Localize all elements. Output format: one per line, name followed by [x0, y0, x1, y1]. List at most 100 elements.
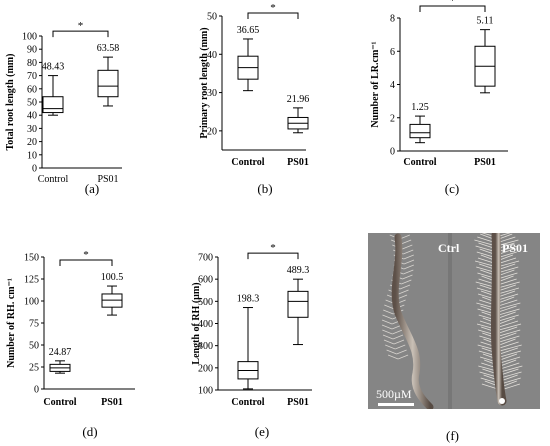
root-hair — [498, 308, 520, 316]
y-tick-label: 40 — [27, 111, 37, 122]
y-tick-label: 100 — [198, 386, 213, 397]
root-hair — [499, 341, 519, 349]
panel-label: (c) — [445, 181, 459, 196]
y-tick-label: 60 — [27, 84, 37, 95]
panel-label: (e) — [255, 424, 269, 439]
panel-label: (b) — [257, 181, 272, 196]
root-hair — [392, 334, 404, 340]
root-hair — [386, 349, 397, 355]
root-hair — [497, 287, 520, 295]
y-axis-label: Number of LR.cm⁻¹ — [370, 41, 381, 127]
box-ps01: 63.58 — [97, 43, 119, 107]
root-hair — [500, 359, 517, 367]
y-tick-label: 8 — [390, 14, 395, 25]
y-tick-label: 100 — [22, 32, 37, 43]
root-hair — [499, 353, 518, 361]
root-hair — [497, 278, 517, 286]
y-tick-label: 75 — [29, 319, 39, 330]
root-hair — [497, 293, 519, 301]
mean-label: 100.5 — [101, 272, 124, 283]
root-hair — [403, 249, 414, 255]
root-hair — [384, 304, 395, 310]
root-hair — [498, 296, 515, 304]
significance-star: * — [270, 2, 276, 14]
root-hair — [402, 274, 413, 280]
mean-label: 1.25 — [411, 102, 429, 113]
root-hair — [387, 354, 399, 360]
root-hair — [382, 314, 393, 320]
significance-star: * — [270, 242, 276, 254]
y-tick-label: 70 — [27, 71, 37, 82]
category-label-ps01: PS01 — [101, 397, 123, 408]
y-tick-label: 20 — [207, 126, 217, 137]
root-hair — [498, 326, 518, 334]
root-hair — [499, 356, 521, 364]
box-ps01: 5.11 — [474, 16, 496, 94]
root-hair — [402, 244, 413, 250]
root-hair — [500, 362, 520, 370]
y-tick-label: 80 — [27, 58, 37, 69]
category-label-control: Control — [403, 157, 436, 168]
category-label-control: Control — [43, 397, 76, 408]
root-hair — [499, 335, 520, 343]
root-hair — [499, 344, 522, 352]
box-plot-5: 100 200 300 400 500 600 700 Length of RH (µm) Co… — [191, 242, 312, 439]
y-tick-label: 90 — [27, 45, 37, 56]
root-hair — [497, 281, 520, 289]
y-axis-label: Primary root length (mm) — [199, 27, 210, 138]
y-tick-label: 50 — [27, 98, 37, 109]
y-tick-label: 25 — [29, 363, 39, 374]
scale-bar — [378, 403, 414, 406]
box-control: 24.87 — [49, 347, 72, 374]
mean-label: 489.3 — [287, 265, 310, 276]
root-hair — [499, 329, 521, 337]
category-label-ps01: PS01 — [287, 397, 309, 408]
root-hair — [383, 309, 394, 315]
y-tick-label: 0 — [34, 385, 39, 396]
mean-label: 36.65 — [237, 25, 260, 36]
box-plot-3: 0 2 4 6 8 Number of LR.cm⁻¹ Control PS01 1.25 5.1… — [370, 0, 508, 196]
y-tick-label: 30 — [207, 88, 217, 99]
mean-label: 48.43 — [42, 62, 65, 73]
box-plot-1: 0 10 20 30 40 50 60 70 80 90 100 Total root length … — [5, 20, 122, 196]
y-tick-label: 700 — [198, 253, 213, 264]
root-hair — [396, 349, 407, 355]
root-hair — [498, 311, 516, 319]
y-tick-label: 30 — [27, 124, 37, 135]
root-hair — [382, 334, 394, 340]
category-label-control: Control — [231, 157, 264, 168]
box-iqr — [42, 96, 64, 114]
photo-label-ctrl: Ctrl — [438, 241, 460, 255]
root-hair — [498, 302, 521, 310]
y-tick-label: 125 — [24, 275, 39, 286]
y-tick-label: 50 — [207, 12, 217, 23]
y-tick-label: 300 — [198, 341, 213, 352]
box-control: 198.3 — [237, 294, 260, 390]
root-hair — [381, 324, 393, 330]
photo-label-ps01: PS01 — [502, 241, 529, 255]
root-hair — [381, 319, 393, 325]
root-hair — [497, 284, 516, 292]
box-ps01: 489.3 — [287, 265, 310, 346]
root-hair — [383, 339, 395, 345]
mean-label: 198.3 — [237, 294, 260, 305]
box-control: 48.43 — [42, 62, 65, 116]
y-axis-label: Length of RH (µm) — [191, 282, 202, 364]
root-hair — [500, 365, 523, 373]
category-label-ps01: PS01 — [287, 157, 309, 168]
y-axis-label: Number of RH. cm⁻¹ — [6, 278, 17, 368]
y-tick-label: 50 — [29, 341, 39, 352]
root-hair — [395, 344, 406, 350]
root-hair — [500, 371, 522, 379]
category-label-ps01: PS01 — [97, 174, 118, 185]
y-tick-label: 6 — [390, 47, 395, 58]
mean-label: 24.87 — [49, 347, 72, 358]
panel-label-f: (f) — [446, 428, 459, 443]
root-hair — [401, 279, 412, 285]
panel-label: (d) — [82, 424, 97, 439]
root-hair — [498, 323, 522, 331]
root-hair — [403, 259, 415, 265]
y-tick-label: 150 — [24, 253, 39, 264]
root-hair — [399, 284, 411, 290]
